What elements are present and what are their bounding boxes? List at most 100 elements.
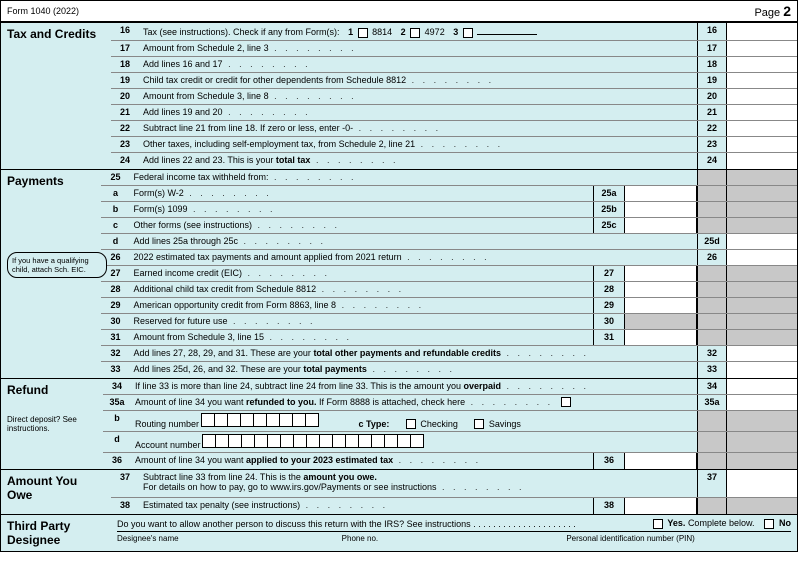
amount-field[interactable] bbox=[727, 57, 797, 72]
mid-amount-field[interactable] bbox=[625, 186, 697, 201]
amount-field[interactable] bbox=[727, 89, 797, 104]
section-label-refund: Refund Direct deposit? See instructions. bbox=[1, 379, 103, 470]
mid-amount-field bbox=[625, 432, 697, 452]
page-indicator: Page 2 bbox=[754, 3, 791, 19]
mid-amount-field[interactable] bbox=[625, 314, 697, 329]
designee-no[interactable]: No bbox=[762, 518, 791, 529]
amount-field[interactable] bbox=[727, 73, 797, 88]
amount-field[interactable] bbox=[727, 395, 797, 410]
mid-amount-field bbox=[625, 170, 697, 185]
line-text: Account number bbox=[131, 432, 593, 452]
mid-amount-field bbox=[625, 379, 697, 394]
line-text: Add lines 25a through 25c . . . . . . . … bbox=[129, 234, 593, 249]
eic-note: If you have a qualifying child, attach S… bbox=[7, 252, 107, 278]
mid-amount-field[interactable] bbox=[625, 202, 697, 217]
tax-credits-lines: 16Tax (see instructions). Check if any f… bbox=[111, 23, 797, 169]
form-line-22: 22Subtract line 21 from line 18. If zero… bbox=[111, 121, 797, 137]
end-checkbox[interactable] bbox=[561, 397, 571, 407]
amount-field[interactable] bbox=[727, 105, 797, 120]
mid-amount-field[interactable] bbox=[625, 453, 697, 469]
mid-line-no: 36 bbox=[593, 453, 625, 469]
amount-field bbox=[727, 498, 797, 514]
mid-amount-field[interactable] bbox=[625, 498, 697, 514]
mid-amount-field bbox=[625, 250, 697, 265]
amount-field bbox=[727, 266, 797, 281]
right-line-no bbox=[697, 411, 727, 432]
line-number: a bbox=[101, 186, 129, 201]
form-line-21: 21Add lines 19 and 20 . . . . . . . . 21 bbox=[111, 105, 797, 121]
line-text: Form(s) 1099 . . . . . . . . bbox=[129, 202, 593, 217]
right-line-no: 23 bbox=[697, 137, 727, 152]
line-text: Federal income tax withheld from: . . . … bbox=[129, 170, 593, 185]
line-number: 38 bbox=[111, 498, 139, 514]
right-line-no: 18 bbox=[697, 57, 727, 72]
mid-amount-field[interactable] bbox=[625, 298, 697, 313]
form-check-3[interactable]: 3 bbox=[451, 27, 478, 37]
line-text: Child tax credit or credit for other dep… bbox=[139, 73, 697, 88]
line-number: 29 bbox=[101, 298, 129, 313]
line-text: Other taxes, including self-employment t… bbox=[139, 137, 697, 152]
mid-amount-field bbox=[625, 395, 697, 410]
amount-field bbox=[727, 411, 797, 432]
right-line-no bbox=[697, 170, 727, 185]
amount-field bbox=[727, 298, 797, 313]
line-text: Tax (see instructions). Check if any fro… bbox=[139, 23, 697, 40]
line-text: Amount from Schedule 3, line 15 . . . . … bbox=[129, 330, 593, 345]
mid-line-no: 25a bbox=[593, 186, 625, 201]
mid-line-no bbox=[593, 170, 625, 185]
mid-amount-field[interactable] bbox=[625, 282, 697, 297]
section-tax-credits: Tax and Credits 16Tax (see instructions)… bbox=[1, 23, 797, 170]
section-label-amount-owe: Amount You Owe bbox=[1, 470, 111, 514]
amount-field[interactable] bbox=[727, 234, 797, 249]
amount-owe-lines: 37Subtract line 33 from line 24. This is… bbox=[111, 470, 797, 514]
right-line-no bbox=[697, 330, 727, 345]
savings-checkbox[interactable]: Savings bbox=[470, 419, 521, 429]
amount-field[interactable] bbox=[727, 346, 797, 361]
form-line-d: dAdd lines 25a through 25c . . . . . . .… bbox=[101, 234, 797, 250]
designee-name-label: Designee's name bbox=[117, 534, 342, 543]
form-line-18: 18Add lines 16 and 17 . . . . . . . . 18 bbox=[111, 57, 797, 73]
amount-field[interactable] bbox=[727, 362, 797, 378]
mid-amount-field[interactable] bbox=[625, 330, 697, 345]
line-text: Add lines 25d, 26, and 32. These are you… bbox=[129, 362, 593, 378]
form-line-16: 16Tax (see instructions). Check if any f… bbox=[111, 23, 797, 41]
amount-field[interactable] bbox=[727, 379, 797, 394]
form-header: Form 1040 (2022) Page 2 bbox=[1, 1, 797, 23]
amount-field bbox=[727, 282, 797, 297]
section-amount-owe: Amount You Owe 37Subtract line 33 from l… bbox=[1, 470, 797, 515]
amount-field[interactable] bbox=[727, 153, 797, 169]
designee-phone-label: Phone no. bbox=[342, 534, 567, 543]
routing-boxes[interactable] bbox=[202, 413, 319, 427]
line-number: 19 bbox=[111, 73, 139, 88]
line-number: 34 bbox=[103, 379, 131, 394]
amount-field[interactable] bbox=[727, 41, 797, 56]
amount-field[interactable] bbox=[727, 23, 797, 40]
direct-deposit-note: Direct deposit? See instructions. bbox=[7, 415, 96, 433]
designee-yes[interactable]: Yes. Complete below. bbox=[651, 518, 755, 529]
form-line-23: 23Other taxes, including self-employment… bbox=[111, 137, 797, 153]
form-line-c: cOther forms (see instructions) . . . . … bbox=[101, 218, 797, 234]
right-line-no bbox=[697, 314, 727, 329]
designee-body: Do you want to allow another person to d… bbox=[111, 515, 797, 551]
form-line-25: 25Federal income tax withheld from: . . … bbox=[101, 170, 797, 186]
line-text: Estimated tax penalty (see instructions)… bbox=[139, 498, 593, 514]
amount-field bbox=[727, 218, 797, 233]
line-number: 17 bbox=[111, 41, 139, 56]
amount-field[interactable] bbox=[727, 250, 797, 265]
line-text: Add lines 19 and 20 . . . . . . . . bbox=[139, 105, 697, 120]
mid-amount-field[interactable] bbox=[625, 218, 697, 233]
right-line-no bbox=[697, 432, 727, 452]
mid-line-no: 25c bbox=[593, 218, 625, 233]
amount-field[interactable] bbox=[727, 470, 797, 497]
right-line-no: 21 bbox=[697, 105, 727, 120]
line-text: Amount from Schedule 3, line 8 . . . . .… bbox=[139, 89, 697, 104]
checking-checkbox[interactable]: Checking bbox=[401, 419, 458, 429]
mid-line-no bbox=[593, 250, 625, 265]
routing-boxes[interactable] bbox=[203, 434, 424, 448]
form-check-1[interactable]: 1 8814 bbox=[346, 27, 393, 37]
amount-field[interactable] bbox=[727, 121, 797, 136]
mid-line-no: 30 bbox=[593, 314, 625, 329]
form-check-2[interactable]: 2 4972 bbox=[398, 27, 445, 37]
mid-amount-field[interactable] bbox=[625, 266, 697, 281]
amount-field[interactable] bbox=[727, 137, 797, 152]
